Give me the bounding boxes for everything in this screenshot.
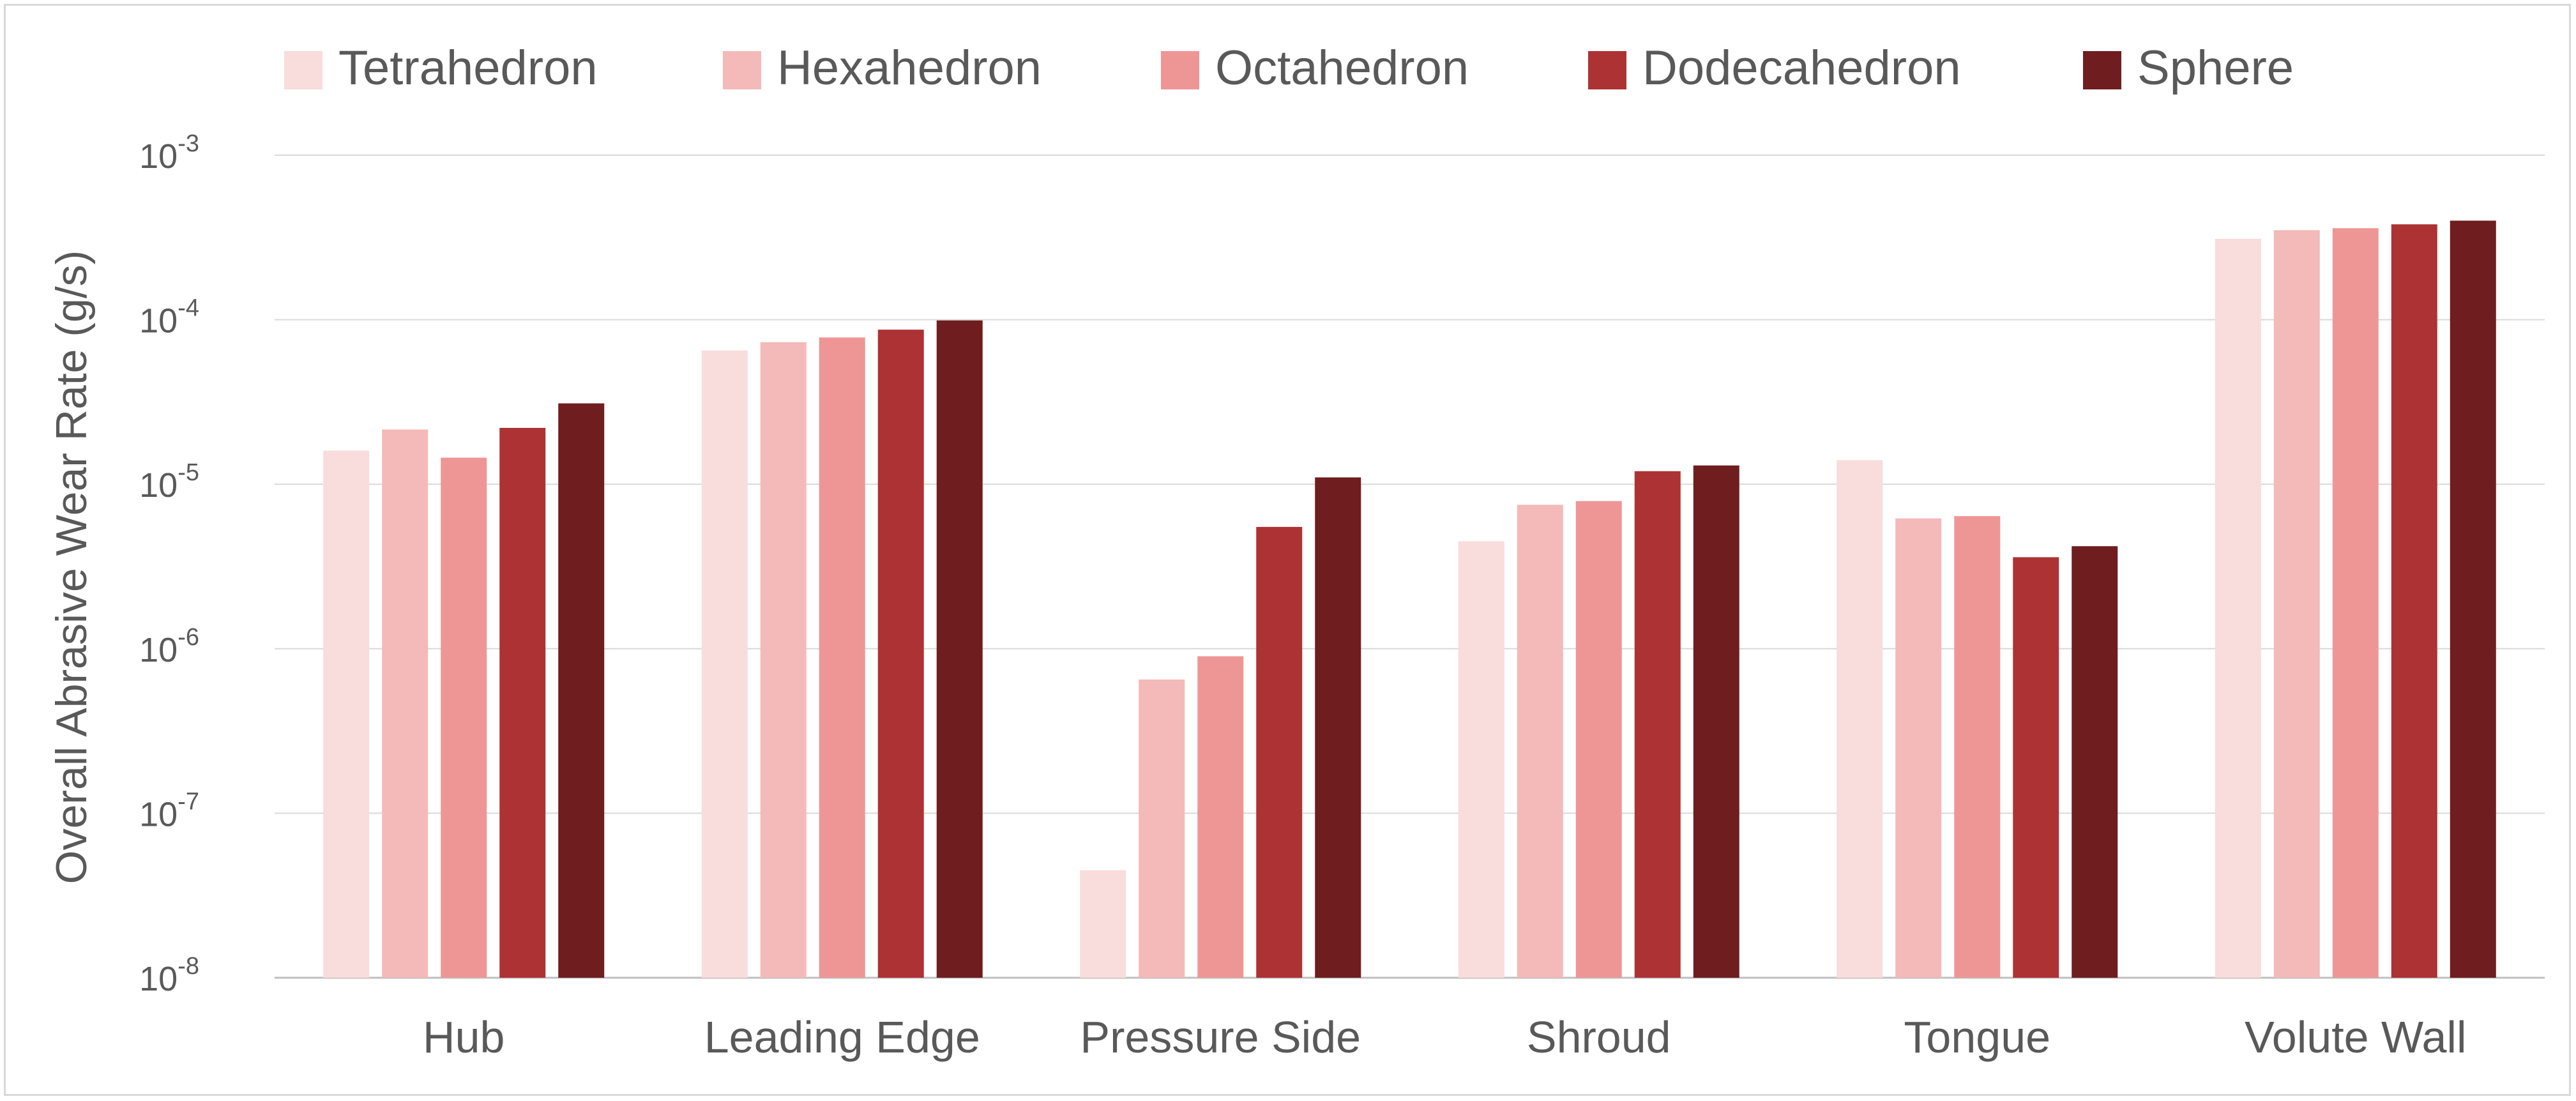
y-tick-label: 10-6 (139, 624, 199, 669)
bar-octahedron-leading-edge (819, 337, 865, 978)
y-tick-label: 10-7 (139, 788, 199, 833)
y-tick-exponent: -7 (178, 788, 199, 815)
bar-sphere-hub (558, 403, 605, 978)
y-tick-base: 10 (139, 631, 178, 669)
y-tick-label: 10-5 (139, 459, 199, 505)
gridlines (275, 155, 2545, 979)
bar-tetrahedron-pressure-side (1080, 870, 1126, 978)
legend: Tetrahedron Hexahedron Octahedron Dodecahed… (284, 41, 2294, 95)
bar-sphere-volute-wall (2450, 220, 2496, 978)
legend-swatch-sphere (2083, 51, 2121, 89)
legend-label-sphere: Sphere (2137, 41, 2294, 95)
legend-label-dodecahedron: Dodecahedron (1642, 41, 1961, 95)
y-axis-ticks: 10-810-710-610-510-410-3 (139, 130, 199, 998)
bar-dodecahedron-pressure-side (1256, 527, 1303, 978)
bar-octahedron-pressure-side (1197, 656, 1244, 978)
bar-tetrahedron-leading-edge (701, 350, 748, 978)
x-axis-ticks: Hub Leading Edge Pressure Side Shroud Tongue… (423, 1012, 2467, 1062)
bar-octahedron-tongue (1954, 516, 2001, 978)
y-tick-base: 10 (139, 137, 178, 176)
bar-hexahedron-pressure-side (1139, 679, 1185, 978)
x-tick-label: Tongue (1904, 1012, 2050, 1062)
bar-tetrahedron-hub (323, 450, 370, 978)
bar-tetrahedron-tongue (1837, 460, 1883, 978)
bar-dodecahedron-leading-edge (877, 330, 924, 978)
legend-label-tetrahedron: Tetrahedron (338, 41, 598, 95)
bar-sphere-pressure-side (1315, 477, 1361, 978)
bar-hexahedron-tongue (1895, 518, 1942, 978)
bar-octahedron-volute-wall (2332, 228, 2379, 978)
bar-dodecahedron-shroud (1634, 471, 1681, 978)
bar-hexahedron-leading-edge (760, 342, 807, 978)
bar-dodecahedron-volute-wall (2391, 224, 2437, 978)
legend-label-hexahedron: Hexahedron (777, 41, 1042, 95)
bar-octahedron-shroud (1575, 501, 1622, 978)
bars (323, 220, 2496, 978)
x-tick-label: Hub (423, 1012, 504, 1062)
bar-sphere-tongue (2072, 546, 2118, 978)
bar-hexahedron-hub (382, 429, 428, 978)
bar-hexahedron-shroud (1517, 505, 1563, 978)
legend-swatch-dodecahedron (1588, 51, 1626, 89)
legend-label-octahedron: Octahedron (1215, 41, 1469, 95)
bar-dodecahedron-tongue (2013, 557, 2059, 978)
y-tick-label: 10-3 (139, 130, 199, 176)
bar-dodecahedron-hub (499, 427, 546, 978)
legend-swatch-tetrahedron (284, 51, 322, 89)
y-tick-base: 10 (139, 795, 178, 833)
y-tick-base: 10 (139, 302, 178, 340)
y-tick-label: 10-8 (139, 953, 199, 998)
legend-swatch-hexahedron (723, 51, 761, 89)
bar-octahedron-hub (441, 457, 487, 978)
x-tick-label: Volute Wall (2245, 1012, 2467, 1062)
x-tick-label: Leading Edge (704, 1012, 980, 1062)
bar-hexahedron-volute-wall (2273, 230, 2320, 978)
y-tick-exponent: -4 (178, 295, 199, 322)
y-axis-title: Overall Abrasive Wear Rate (g/s) (47, 250, 96, 885)
bar-tetrahedron-shroud (1458, 541, 1504, 978)
y-tick-exponent: -3 (178, 130, 199, 157)
bar-sphere-shroud (1693, 465, 1739, 978)
bar-sphere-leading-edge (936, 320, 983, 978)
bar-tetrahedron-volute-wall (2215, 239, 2261, 978)
legend-swatch-octahedron (1161, 51, 1199, 89)
y-tick-exponent: -5 (178, 459, 199, 486)
x-tick-label: Pressure Side (1080, 1012, 1361, 1062)
y-tick-exponent: -8 (178, 953, 199, 980)
y-tick-label: 10-4 (139, 295, 199, 340)
y-tick-base: 10 (139, 466, 178, 505)
y-tick-exponent: -6 (178, 624, 199, 651)
y-tick-base: 10 (139, 960, 178, 998)
x-tick-label: Shroud (1527, 1012, 1671, 1062)
